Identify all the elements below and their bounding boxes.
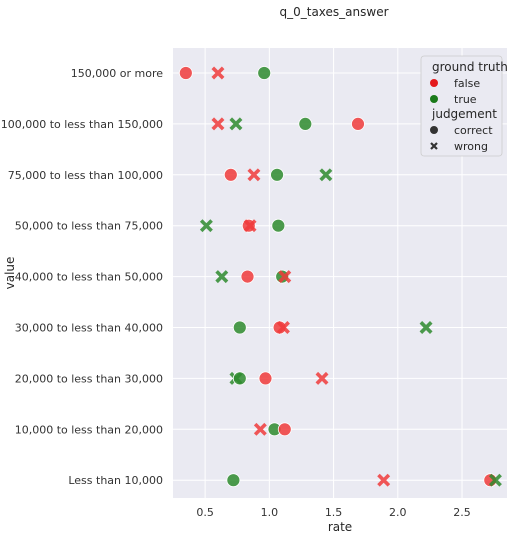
y-axis-label: value	[3, 257, 17, 290]
legend-true-marker	[430, 95, 438, 103]
point-true-correct	[257, 66, 272, 80]
legend: ground truth false true judgement correc…	[420, 55, 508, 157]
point-true-wrong	[229, 117, 243, 131]
y-tick-label: 75,000 to less than 100,000	[8, 169, 163, 182]
y-tick-label: 10,000 to less than 20,000	[15, 423, 163, 436]
point-false-correct	[277, 422, 292, 437]
legend-wrong-marker	[430, 142, 438, 150]
point-false-wrong	[211, 66, 225, 80]
point-true-correct	[271, 218, 286, 233]
legend-correct-marker	[430, 126, 438, 134]
legend-box	[420, 55, 503, 157]
x-axis-label: rate	[328, 520, 352, 534]
x-tick-label: 1.0	[261, 506, 279, 519]
point-false-correct	[258, 371, 273, 386]
point-false-wrong	[315, 371, 329, 385]
y-tick-label: 20,000 to less than 30,000	[15, 372, 163, 385]
point-true-wrong	[419, 321, 433, 334]
legend-style-title: judgement	[431, 107, 497, 121]
point-false-correct	[178, 66, 193, 80]
x-tick-label: 2.0	[389, 506, 407, 519]
x-tick-label: 0.5	[196, 506, 214, 519]
y-tick-label: 150,000 or more	[71, 67, 163, 80]
point-false-wrong	[278, 270, 292, 284]
legend-hue-title: ground truth	[432, 60, 508, 74]
point-true-wrong	[319, 168, 333, 182]
point-false-wrong	[277, 321, 290, 334]
point-false-wrong	[243, 219, 257, 233]
x-tick-label: 1.5	[325, 506, 343, 519]
point-true-wrong	[488, 473, 502, 487]
point-false-correct	[351, 117, 365, 131]
legend-correct-label: correct	[454, 124, 493, 137]
point-false-wrong	[253, 422, 267, 436]
data-points	[178, 66, 502, 488]
point-false-wrong	[247, 168, 261, 182]
legend-wrong-label: wrong	[454, 140, 488, 153]
point-false-correct	[240, 269, 255, 284]
chart-title: q_0_taxes_answer	[279, 5, 388, 19]
point-true-wrong	[215, 270, 229, 284]
point-true-correct	[270, 167, 284, 182]
y-tick-label: 50,000 to less than 75,000	[15, 220, 163, 233]
y-tick-labels: 150,000 or more 100,000 to less than 150,…	[1, 67, 164, 487]
y-tick-label: 40,000 to less than 50,000	[15, 271, 163, 284]
point-true-correct	[232, 371, 247, 386]
x-tick-label: 2.5	[453, 506, 471, 519]
x-tick-labels: 0.5 1.0 1.5 2.0 2.5	[196, 506, 470, 519]
legend-true-label: true	[454, 93, 477, 106]
point-true-correct	[275, 269, 290, 284]
point-false-correct	[223, 167, 238, 182]
point-false-wrong	[377, 473, 391, 487]
point-true-correct	[232, 320, 247, 335]
point-true-correct	[298, 117, 313, 131]
point-false-wrong	[211, 117, 225, 131]
legend-false-label: false	[454, 77, 480, 90]
point-true-wrong	[199, 219, 213, 233]
y-tick-label: 100,000 to less than 150,000	[1, 118, 163, 131]
point-true-correct	[226, 473, 241, 488]
y-tick-label: Less than 10,000	[68, 474, 163, 487]
y-tick-label: 30,000 to less than 40,000	[15, 322, 163, 335]
point-false-correct	[272, 320, 287, 335]
legend-false-marker	[430, 79, 438, 87]
